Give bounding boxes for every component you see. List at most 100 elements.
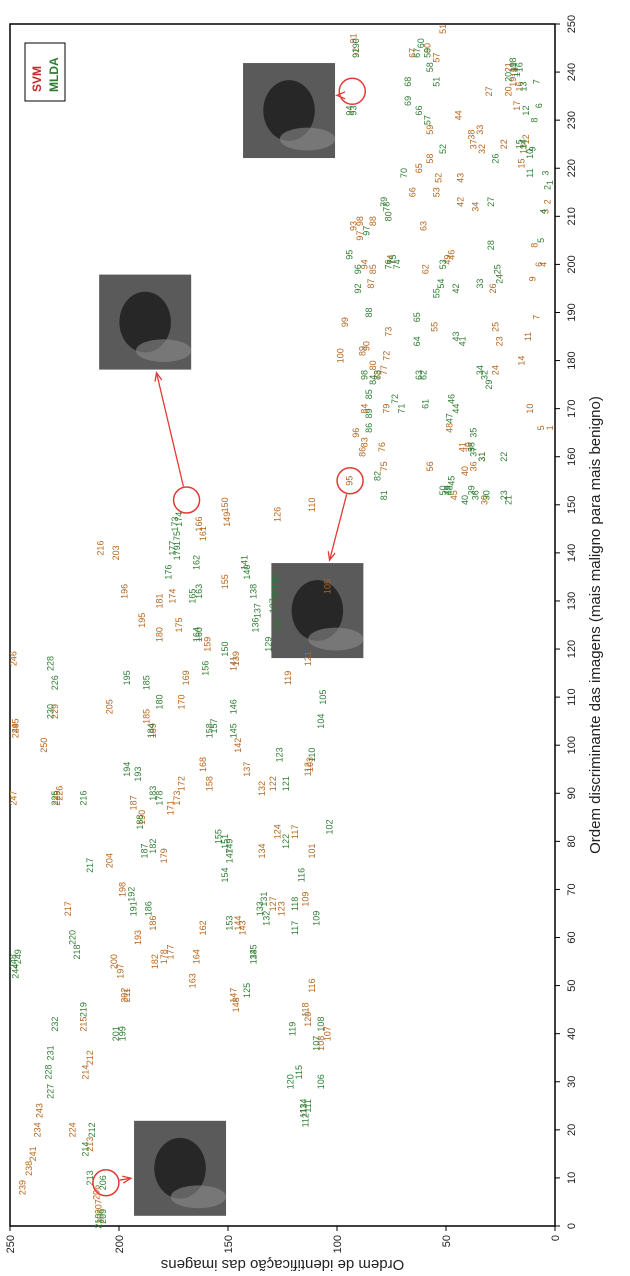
mlda-point: 28	[486, 240, 496, 250]
mlda-point: 226	[50, 675, 60, 690]
mlda-point: 214	[80, 1142, 90, 1157]
arrow-head	[327, 551, 336, 562]
svm-point: 239	[17, 1180, 27, 1195]
mlda-point: 74	[392, 259, 402, 269]
mlda-point: 151	[220, 834, 230, 849]
mlda-point: 194	[122, 762, 132, 777]
mlda-point: 70	[399, 168, 409, 178]
mlda-point: 5	[536, 238, 546, 243]
x-tick-label: 20	[566, 1124, 578, 1136]
mlda-point: 119	[288, 1022, 298, 1036]
mlda-point: 51	[431, 77, 441, 87]
mlda-point: 38	[466, 442, 476, 452]
mlda-point: 146	[229, 699, 239, 714]
mlda-point: 210	[94, 1214, 104, 1229]
x-tick-label: 40	[566, 1028, 578, 1040]
svm-point: 202	[120, 988, 130, 1003]
mlda-point: 25	[493, 264, 503, 274]
svm-point: 33	[475, 125, 485, 135]
svm-point: 182	[150, 954, 160, 969]
svm-point: 150	[220, 497, 230, 512]
svm-point: 117	[290, 825, 300, 839]
svm-point: 110	[307, 498, 317, 512]
svm-point: 159	[203, 637, 213, 652]
svm-point: 123	[277, 901, 287, 916]
mlda-point: 136	[251, 617, 261, 632]
mlda-point: 9	[527, 147, 537, 152]
svm-point: 65	[414, 163, 424, 173]
mlda-point: 41	[458, 336, 468, 346]
mlda-point: 46	[447, 394, 457, 404]
svm-point: 73	[384, 327, 394, 337]
svm-point: 84	[360, 404, 370, 414]
mlda-point: 201	[111, 1026, 121, 1041]
svm-point: 2	[543, 199, 553, 204]
mlda-point: 64	[412, 336, 422, 346]
svm-point: 62	[421, 264, 431, 274]
svm-point: 75	[379, 461, 389, 471]
svm-point: 57	[431, 53, 441, 63]
x-tick-label: 160	[566, 448, 578, 466]
mlda-point: 3	[540, 171, 550, 176]
mlda-point: 230	[46, 704, 56, 719]
svm-point: 59	[425, 125, 435, 135]
mlda-point: 102	[325, 819, 335, 834]
mlda-point: 127	[268, 598, 278, 613]
annotations	[92, 77, 367, 1197]
mlda-point: 132	[261, 911, 271, 926]
mlda-point: 65	[412, 312, 422, 322]
svm-point: 11	[523, 332, 533, 341]
mlda-point: 18	[508, 57, 518, 67]
mlda-point: 62	[418, 370, 428, 380]
x-tick-label: 0	[566, 1223, 578, 1229]
highlight-circle	[172, 486, 201, 514]
mlda-point: 66	[414, 106, 424, 116]
mlda-point: 109	[312, 911, 322, 926]
arrow-head	[335, 91, 346, 100]
mlda-point: 227	[46, 1084, 56, 1099]
svm-point: 214	[80, 1065, 90, 1080]
mlda-point: 86	[364, 423, 374, 433]
mlda-point: 96	[353, 264, 363, 274]
svm-point: 56	[425, 461, 435, 471]
svm-point: 226	[54, 786, 64, 801]
svm-point: 23	[495, 336, 505, 346]
mlda-point: 49	[442, 485, 452, 495]
svm-point: 105	[322, 579, 332, 594]
svm-point: 134	[257, 843, 267, 858]
highlight-circle	[338, 77, 367, 106]
mlda-point: 98	[360, 370, 370, 380]
x-tick-label: 90	[566, 787, 578, 799]
svm-point: 78	[373, 370, 383, 380]
mlda-point: 33	[475, 279, 485, 289]
mlda-point: 112	[301, 1113, 311, 1127]
svm-point: 168	[198, 757, 208, 772]
x-tick-label: 170	[566, 399, 578, 417]
mlda-point: 116	[296, 868, 306, 882]
svm-point: 195	[137, 613, 147, 628]
svm-point: 224	[67, 1122, 77, 1137]
mlda-point: 47	[445, 413, 455, 423]
arrow-head	[122, 1175, 133, 1184]
mlda-point: 83	[373, 370, 383, 380]
svm-point: 76	[377, 442, 387, 452]
x-tick-label: 150	[566, 496, 578, 514]
mlda-point: 23	[499, 490, 509, 500]
lesion-shape	[119, 291, 171, 353]
svm-point: 101	[307, 843, 317, 858]
svm-point: 166	[194, 517, 204, 532]
mlda-point: 176	[163, 565, 173, 580]
svm-point: 91	[349, 33, 359, 43]
svm-point: 103	[305, 757, 315, 772]
svm-point: 92	[351, 48, 361, 58]
mlda-point: 7	[532, 79, 542, 84]
svm-point: 121	[303, 651, 313, 666]
mlda-point: 39	[466, 485, 476, 495]
svm-point: 196	[120, 584, 130, 599]
mlda-point: 150	[220, 642, 230, 657]
svm-point: 211	[122, 988, 132, 1002]
mlda-point: 35	[469, 428, 479, 438]
mlda-point: 158	[205, 723, 215, 738]
mlda-point: 79	[379, 197, 389, 207]
